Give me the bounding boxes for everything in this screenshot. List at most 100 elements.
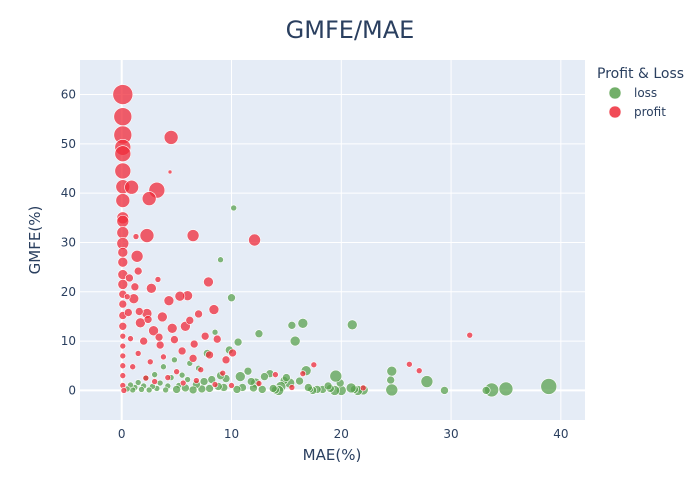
data-point-loss[interactable]: [304, 383, 313, 392]
data-point-profit[interactable]: [310, 361, 318, 369]
data-point-profit[interactable]: [208, 304, 220, 315]
data-point-loss[interactable]: [172, 385, 181, 394]
data-point-profit[interactable]: [189, 339, 199, 349]
data-point-profit[interactable]: [193, 377, 200, 384]
data-point-profit[interactable]: [228, 382, 235, 389]
data-point-loss[interactable]: [138, 386, 145, 393]
data-point-profit[interactable]: [119, 342, 127, 350]
data-point-loss[interactable]: [260, 372, 269, 381]
data-point-profit[interactable]: [272, 371, 279, 378]
data-point-loss[interactable]: [156, 379, 164, 387]
data-point-profit[interactable]: [179, 379, 187, 387]
data-point-profit[interactable]: [119, 332, 127, 340]
data-point-profit[interactable]: [117, 247, 129, 258]
data-point-loss[interactable]: [498, 381, 514, 397]
data-point-profit[interactable]: [123, 293, 131, 301]
data-point-loss[interactable]: [230, 204, 237, 212]
data-point-profit[interactable]: [119, 352, 127, 360]
data-point-loss[interactable]: [329, 369, 343, 383]
data-point-profit[interactable]: [186, 229, 200, 242]
data-point-loss[interactable]: [243, 366, 253, 376]
data-point-profit[interactable]: [143, 315, 153, 324]
data-point-profit[interactable]: [139, 336, 148, 346]
data-point-profit[interactable]: [146, 283, 157, 294]
data-point-profit[interactable]: [174, 290, 186, 302]
data-point-loss[interactable]: [386, 365, 398, 377]
data-point-profit[interactable]: [117, 279, 129, 290]
data-point-loss[interactable]: [234, 371, 246, 382]
data-point-loss[interactable]: [481, 386, 491, 395]
data-point-profit[interactable]: [163, 130, 179, 145]
data-point-profit[interactable]: [166, 322, 178, 334]
data-point-profit[interactable]: [157, 311, 168, 323]
data-point-profit[interactable]: [134, 307, 144, 316]
data-point-profit[interactable]: [194, 309, 203, 319]
data-point-loss[interactable]: [151, 371, 158, 378]
data-point-profit[interactable]: [164, 374, 172, 381]
data-point-loss[interactable]: [297, 318, 309, 329]
data-point-profit[interactable]: [211, 381, 219, 388]
data-point-loss[interactable]: [386, 375, 395, 385]
data-point-profit[interactable]: [228, 348, 237, 358]
data-point-profit[interactable]: [116, 226, 130, 239]
data-point-profit[interactable]: [197, 366, 205, 373]
data-point-profit[interactable]: [114, 145, 132, 162]
data-point-loss[interactable]: [346, 319, 358, 331]
data-point-profit[interactable]: [139, 228, 155, 243]
legend-item-profit[interactable]: profit: [608, 105, 666, 119]
data-point-profit[interactable]: [188, 354, 198, 363]
data-point-loss[interactable]: [145, 386, 153, 394]
data-point-profit[interactable]: [130, 249, 144, 263]
data-point-profit[interactable]: [203, 276, 214, 288]
data-point-profit[interactable]: [119, 372, 127, 379]
data-point-profit[interactable]: [160, 353, 167, 361]
data-point-loss[interactable]: [199, 377, 209, 386]
data-point-profit[interactable]: [115, 193, 131, 208]
legend-item-loss[interactable]: loss: [608, 86, 657, 100]
data-point-loss[interactable]: [385, 383, 399, 397]
data-point-profit[interactable]: [113, 107, 133, 127]
data-point-profit[interactable]: [154, 276, 162, 283]
data-point-profit[interactable]: [142, 374, 150, 382]
data-point-loss[interactable]: [246, 377, 256, 386]
data-point-profit[interactable]: [118, 322, 128, 331]
data-point-loss[interactable]: [227, 293, 236, 302]
data-point-profit[interactable]: [221, 355, 231, 365]
data-point-loss[interactable]: [188, 385, 198, 395]
data-point-profit[interactable]: [155, 340, 165, 350]
data-point-profit[interactable]: [124, 308, 133, 317]
data-point-profit[interactable]: [120, 387, 128, 394]
data-point-profit[interactable]: [133, 266, 143, 276]
data-point-profit[interactable]: [146, 358, 154, 366]
data-point-profit[interactable]: [128, 293, 140, 304]
data-point-profit[interactable]: [125, 273, 134, 283]
data-point-profit[interactable]: [170, 335, 179, 344]
data-point-profit[interactable]: [148, 325, 159, 337]
data-point-profit[interactable]: [255, 380, 263, 387]
data-point-loss[interactable]: [162, 386, 169, 394]
data-point-profit[interactable]: [119, 362, 127, 370]
data-point-profit[interactable]: [135, 317, 146, 329]
data-point-loss[interactable]: [211, 328, 219, 336]
data-point-profit[interactable]: [114, 162, 132, 180]
data-point-profit[interactable]: [116, 214, 130, 228]
data-point-profit[interactable]: [299, 370, 307, 377]
data-point-profit[interactable]: [205, 350, 214, 360]
data-point-profit[interactable]: [163, 295, 175, 306]
data-point-loss[interactable]: [268, 384, 278, 393]
data-point-profit[interactable]: [134, 350, 142, 357]
data-point-profit[interactable]: [415, 367, 423, 374]
data-point-profit[interactable]: [154, 332, 164, 342]
data-point-profit[interactable]: [219, 369, 227, 377]
data-point-profit[interactable]: [112, 84, 134, 105]
data-point-loss[interactable]: [345, 382, 357, 394]
data-point-profit[interactable]: [288, 384, 296, 391]
data-point-profit[interactable]: [406, 360, 413, 368]
data-point-profit[interactable]: [151, 378, 158, 385]
data-point-profit[interactable]: [359, 384, 367, 392]
data-point-loss[interactable]: [257, 385, 267, 394]
data-point-profit[interactable]: [177, 346, 187, 356]
data-point-loss[interactable]: [171, 356, 178, 364]
data-point-loss[interactable]: [323, 381, 333, 391]
data-point-loss[interactable]: [233, 337, 243, 347]
